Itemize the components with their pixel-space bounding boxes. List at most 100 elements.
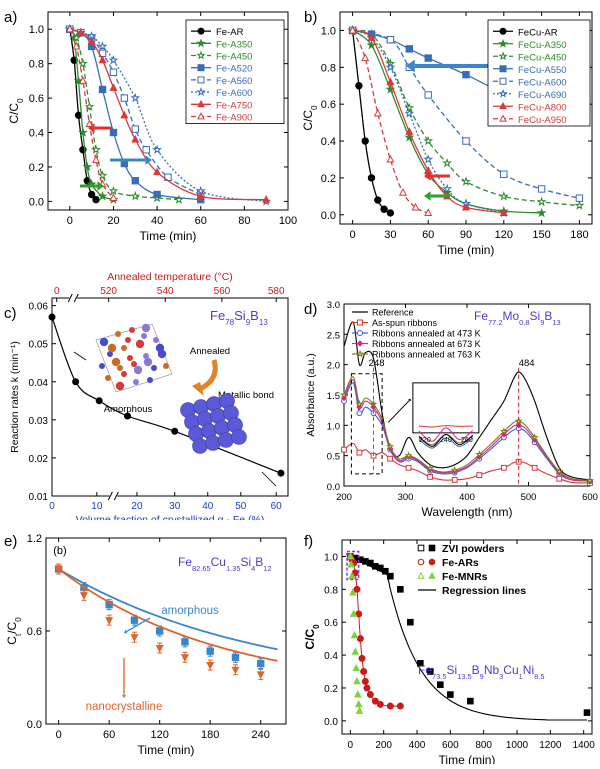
data-point [437,681,444,688]
chart-b: b) 0 30 60 90 120 150 180 0.0 0.2 0.4 0.6 0.8 1.0 Tim… [301,9,593,257]
y-tick-label: 2.0 [327,361,340,372]
formula-subscript: 1.35 [226,564,240,573]
y-axis-label-sub: 0 [16,98,25,103]
x2-tick-label: 0 [54,286,60,297]
formula-element: Ni [523,663,534,677]
legend-entry: FeCu-A950 [518,115,567,126]
legend-entry: Fe-A600 [216,88,252,99]
data-point [109,128,118,137]
data-point [109,68,118,76]
formula-subscript: 1 [519,672,523,681]
data-point [380,205,388,213]
series-line [352,29,580,207]
y-axis-label-sub: t [14,633,23,636]
data-point [153,167,162,176]
y-tick-label: 1.0 [29,24,44,36]
data-point [424,54,432,62]
data-point [386,209,395,217]
axis-break-gap [69,296,78,300]
data-point [355,82,363,90]
data-point [355,399,364,408]
y-axis-label-main: C/C [303,629,317,650]
data-point [498,191,509,201]
y-tick-label: 0.6 [29,93,44,105]
legend-entry: Fe-A900 [216,113,252,124]
legend-entry: FeCu-A450 [518,52,567,63]
formula-subscript: 13 [552,318,560,327]
data-point [407,618,414,626]
y-axis-label-sub: 0 [310,105,319,110]
plot-area-b: 0 30 60 90 120 150 180 0.0 0.2 0.4 0.6 0.8 1.0 Time (… [301,11,593,257]
arrow-nanocrystalline-head [121,695,127,698]
data-point [351,647,360,655]
data-point [206,662,215,670]
plot-frame [341,539,593,735]
data-point [361,137,369,145]
atom [155,343,165,353]
legend-entry: Fe-A560 [216,76,252,87]
data-point [108,54,119,65]
data-point [387,572,394,580]
x-tick-label: 100 [279,215,297,227]
leader-line [73,351,87,361]
formula-subscript: 3 [499,672,503,681]
data-point [87,190,96,199]
data-point [500,170,508,178]
y-tick-label: 0.0 [29,196,44,208]
amorphous-illustration [95,323,173,393]
data-point [78,76,87,84]
panel-d-label: d) [304,301,317,318]
x-tick-label: 80 [238,215,250,227]
data-point [196,87,206,97]
metal-atom [192,438,208,454]
atom [131,361,137,367]
data-point [424,208,433,216]
data-point [499,27,507,35]
formula-subscript: 77.2 [488,318,502,327]
x-tick-label: 20 [107,215,119,227]
legend-entry: FeCu-A350 [518,40,567,51]
data-point [417,544,425,552]
y-tick-label: 0.8 [29,59,44,71]
crystalline-illustration [180,393,247,454]
data-point [131,125,139,133]
x-tick-label: 600 [442,740,459,751]
y-tick-label: 1.0 [321,25,336,37]
panel-d: d) 200 300 400 500 600 0.0 0.5 1.0 1.5 2.0 2.5 3.0 W… [300,268,600,530]
data-point [339,390,349,399]
inset-pointer-head [408,398,411,402]
x-tick-label: 60 [195,215,207,227]
inset-tick-label: 220 [419,437,431,444]
legend-entry: Fe-AR [216,27,244,38]
data-point [363,684,371,692]
data-point [423,135,434,146]
data-point [498,38,508,48]
atom [121,371,127,377]
data-point [256,671,265,679]
x-tick-label: 0 [49,501,55,512]
data-point [405,45,413,53]
arrow-blue-head [406,59,415,73]
data-point [462,137,470,145]
axis-break-mark [67,293,73,303]
data-point [499,114,507,122]
data-point [366,691,374,699]
data-point [70,56,78,64]
y-tick-label: 0.0 [321,210,336,222]
y-axis-label-main: C/C [7,103,21,124]
x-tick-label: 60 [422,229,434,241]
y-tick-label: 1.0 [324,552,338,563]
annotation-484: 484 [519,358,535,369]
x-tick-label: 240 [252,729,270,741]
formula-element: Si [240,555,251,569]
data-point [501,464,507,471]
panel-f: f) 0 200 400 600 800 1000 1200 1400 0.0 0.2 0.4 0.6… [300,522,600,767]
data-point [499,426,509,435]
x-tick-label: 180 [201,729,219,741]
atom [141,323,151,333]
legend-entry: Reference [372,308,414,318]
data-point [386,35,395,44]
legend-entry: FeCu-A550 [518,65,567,76]
data-point [108,185,119,196]
formula-element: B [250,308,259,323]
